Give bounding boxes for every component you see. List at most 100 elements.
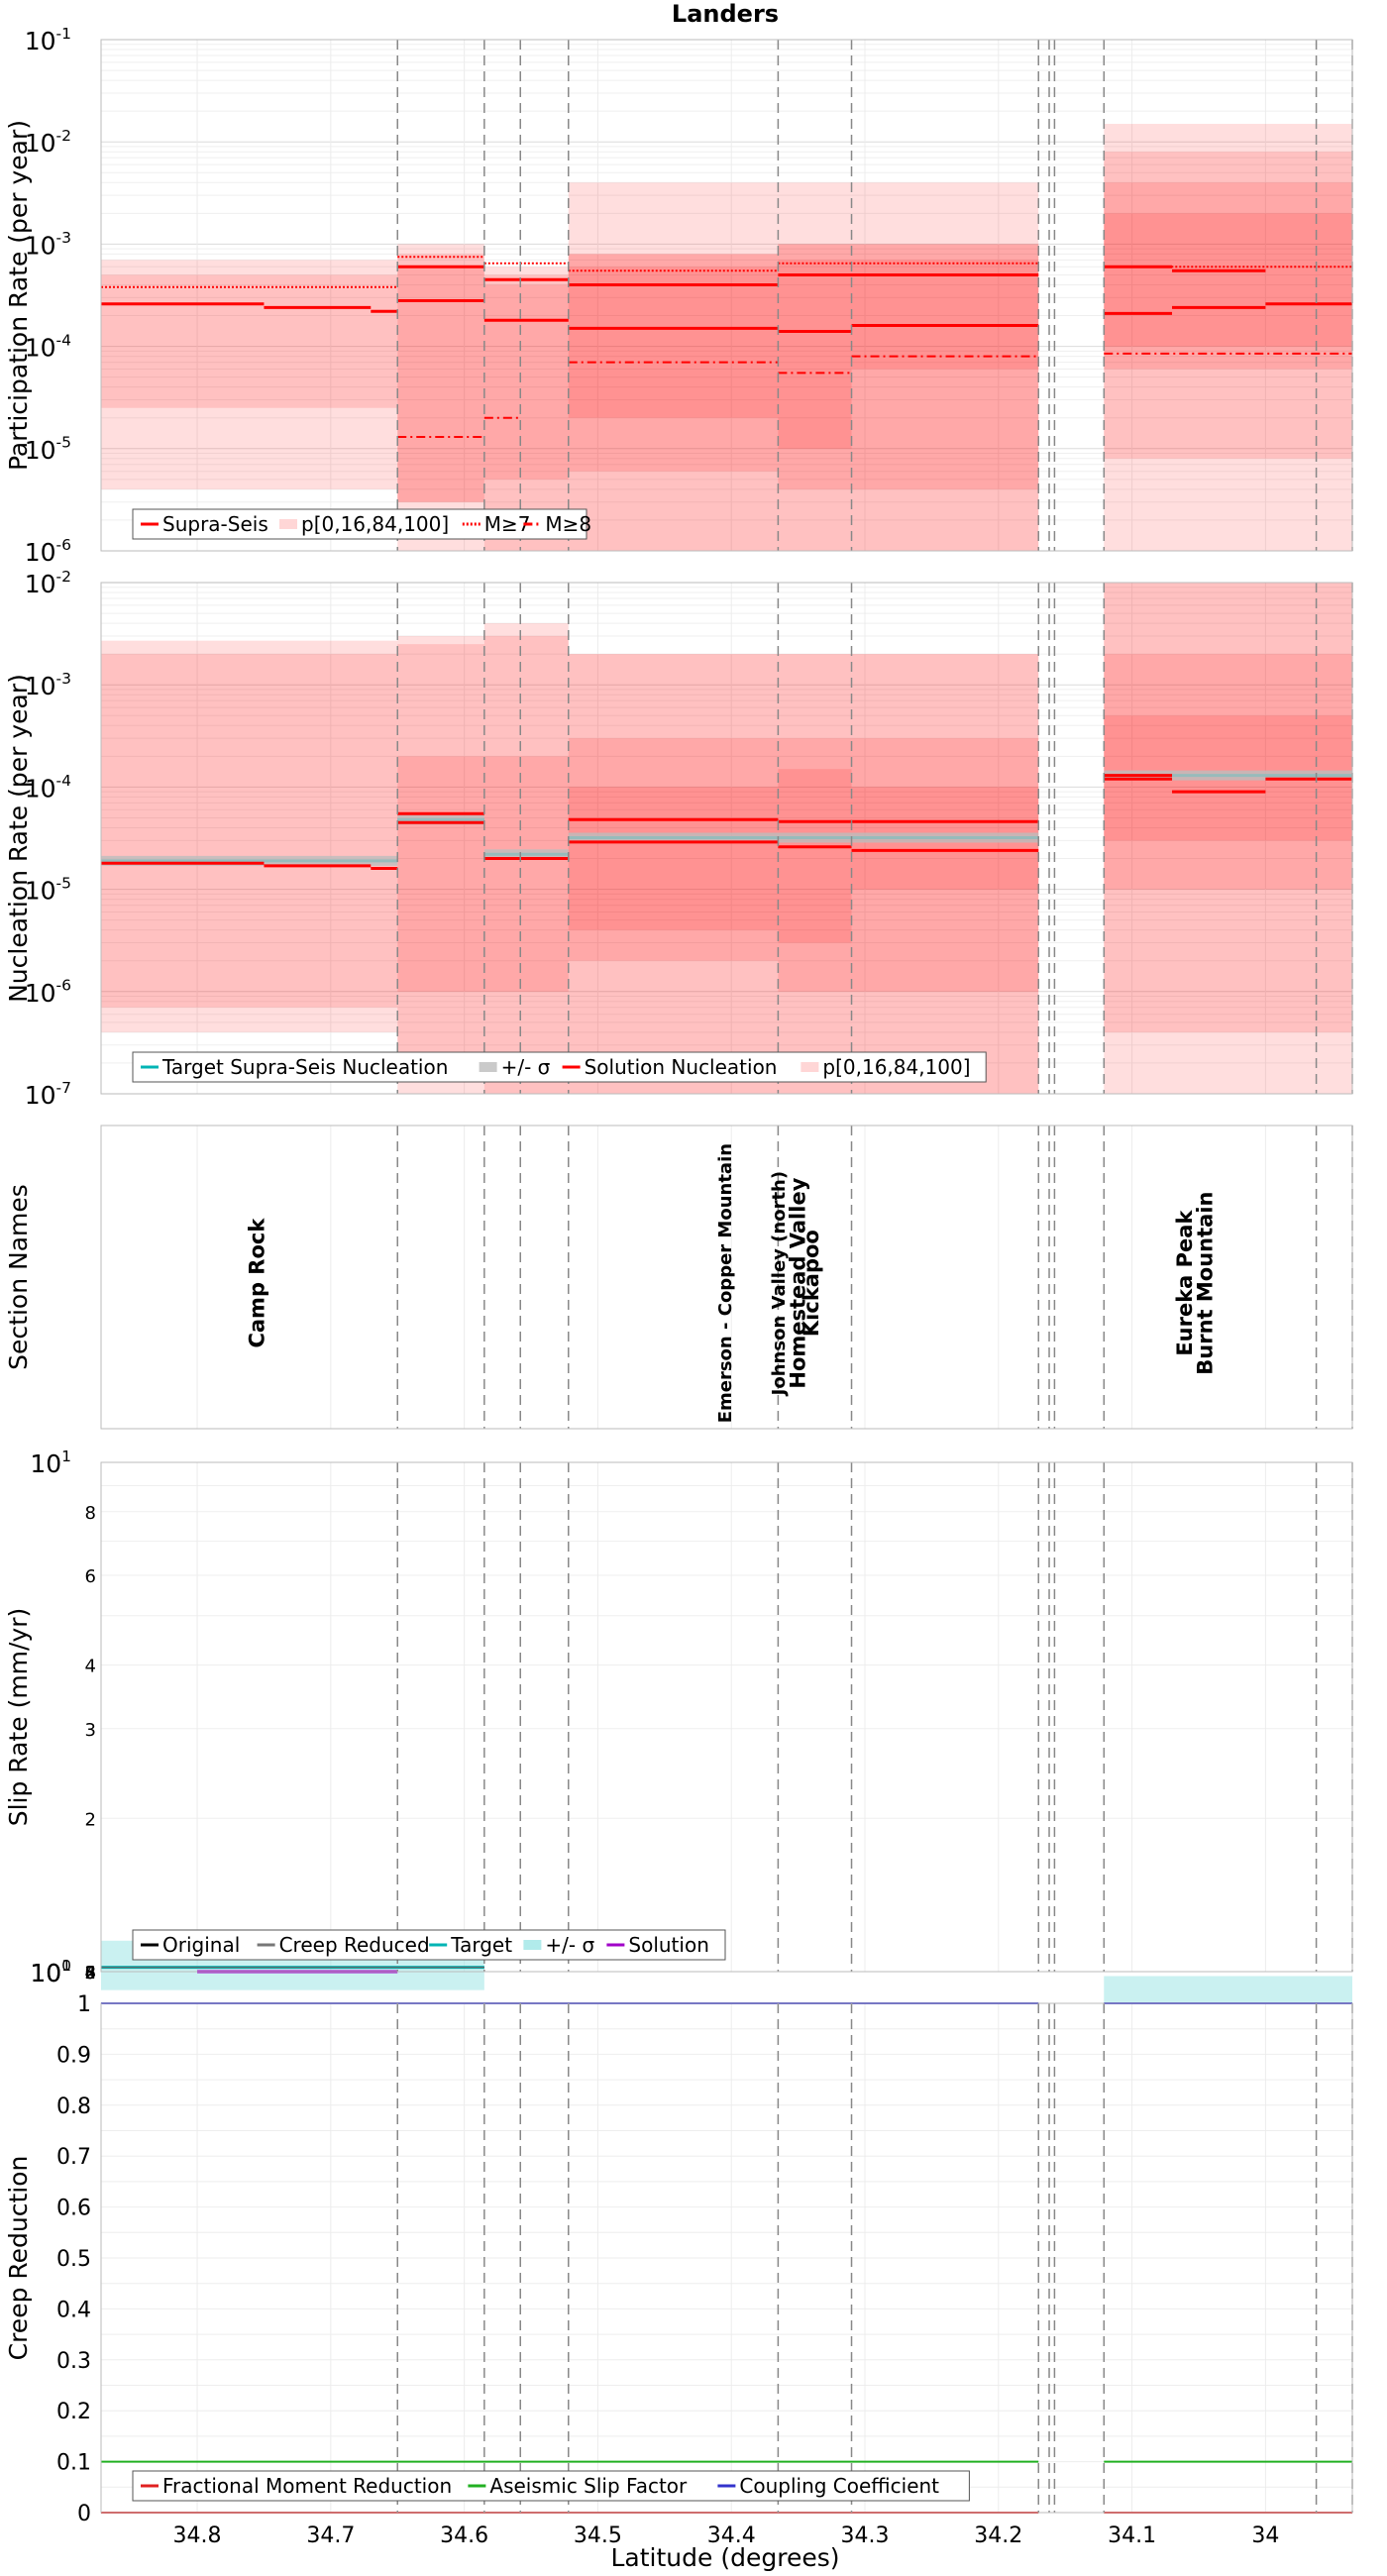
x-tick-label: 34.2 [974,2523,1022,2548]
y-tick-label: 0.9 [56,2043,91,2068]
legend: Original Creep Reduced Target +/- σ Solution [132,1929,726,1961]
legend-label: Target [450,1933,512,1957]
percentile-band [568,738,779,961]
panel-participation: 10-1 10-2 10-3 10-4 10-5 10-6 Participation Ra… [4,25,1353,567]
legend-label: Target Supra-Seis Nucleation [161,1055,448,1079]
y-minor-label: 4 [85,1657,96,1677]
section-name-label: Emerson - Copper Mountain [715,1143,736,1423]
legend-label: Creep Reduced [279,1933,430,1957]
legend-box [132,1929,726,1961]
legend-box [132,508,587,540]
percentile-band [568,182,1039,552]
section-name-label: Burnt Mountain [1193,1192,1217,1375]
percentile-band [778,244,1039,551]
y-tick-label: 0 [77,2502,91,2526]
y-tick-label: 10-2 [25,568,71,598]
percentile-band [568,254,779,551]
percentile-band [483,756,569,992]
x-tick-label: 34.3 [841,2523,890,2548]
y-tick-label: 101 [30,1957,71,1987]
section-name-label: Eureka Peak [1173,1210,1197,1356]
percentile-band [1104,583,1352,1094]
y-minor-label: 2 [85,1963,96,1984]
legend-swatch [479,1062,497,1072]
percentile-band [778,260,852,449]
percentile-band [568,654,1039,1094]
percentile-band [1104,124,1352,552]
legend-label: Supra-Seis [162,512,268,536]
y-minor-label: 6 [85,1963,96,1984]
legend-label: M≥8 [545,512,591,536]
percentile-band [778,769,852,943]
y-tick-label: 0.5 [56,2247,91,2272]
percentile-band [101,260,398,489]
percentile-band [568,267,779,418]
y-axis-label: Participation Rate (per year) [4,120,33,471]
y-axis-label: Slip Rate (mm/yr) [4,1608,33,1827]
percentile-band [397,635,484,1094]
legend-box [132,2470,970,2502]
percentile-band [101,654,398,1008]
y-minor-label: 3 [85,1720,96,1741]
percentile-band [1104,213,1352,347]
y-tick-label: 0.8 [56,2094,91,2119]
x-tick-label: 34.4 [707,2523,756,2548]
percentile-band [1104,583,1352,1032]
section-name-label: Camp Rock [245,1218,268,1348]
y-axis-label: Section Names [4,1184,33,1370]
y-minor-label: 6 [85,1566,96,1587]
y-tick-label: 10-6 [25,536,71,567]
y-tick-label: 0.2 [56,2400,91,2424]
legend-label: Solution Nucleation [585,1055,778,1079]
plot-frame [100,2002,1353,2514]
y-tick-label: 10-1 [25,25,71,55]
percentile-band [101,640,398,1032]
percentile-band [397,267,484,502]
plot-frame [100,1125,1353,1430]
panel-section-names: Section Names Camp Rock Emerson - Copper M… [4,1125,1353,1430]
legend-swatch [279,519,297,529]
y-axis-label: Creep Reduction [4,2156,33,2361]
y-tick-label: 0.7 [56,2145,91,2170]
plot-frame [100,582,1353,1095]
y-tick-label: 0.1 [56,2451,91,2476]
x-tick-label: 34.8 [173,2523,222,2548]
y-minor-label: 4 [85,1963,96,1984]
y-axis-label: Nucleation Rate (per year) [4,674,33,1003]
percentile-band [397,254,484,551]
panel-creep: 0 0.1 0.2 0.3 0.4 0.5 0.6 0.7 0.8 0.9 1 Creep Reduc… [4,1992,1353,2526]
percentile-band [483,274,569,480]
legend: Supra-Seis p[0,16,84,100] M≥7 M≥8 [132,508,591,540]
legend-label: Aseismic Slip Factor [489,2474,688,2498]
y-tick-label: 10-6 [25,977,71,1008]
legend-label: p[0,16,84,100] [301,512,449,536]
chart-title: Landers [672,0,779,28]
y-tick-label: 101 [30,1448,71,1478]
y-tick-label: 10-7 [25,1079,71,1110]
y-tick-label: 10-4 [25,772,71,803]
percentile-band [568,787,779,930]
percentile-band [568,654,1039,1094]
legend-label: Original [162,1933,240,1957]
legend-label: Coupling Coefficient [739,2474,939,2498]
panels-group: 10-1 10-2 10-3 10-4 10-5 10-6 Participation Ra… [4,25,1353,2548]
y-tick-label: 1 [77,1992,91,2017]
y-tick-label: 100 [30,1957,71,1987]
legend-label: p[0,16,84,100] [822,1055,970,1079]
percentile-band [397,244,484,502]
legend: Target Supra-Seis Nucleation +/- σ Solutio… [132,1051,987,1083]
y-tick-label: 10-2 [25,127,71,158]
y-minor-label: 8 [85,1503,96,1524]
legend-label: +/- σ [501,1055,551,1079]
y-tick-label: 10-3 [25,670,71,700]
x-tick-label: 34 [1251,2523,1279,2548]
y-tick-label: 10-4 [25,331,71,362]
legend-swatch [800,1062,819,1072]
percentile-band [101,274,398,408]
plot-frame [100,1461,1353,1973]
section-name-label: Johnson Valley (north) [769,1171,790,1397]
y-tick-label: 0.4 [56,2298,91,2322]
legend-swatch [523,1940,542,1950]
y-minor-label: 2 [85,1809,96,1830]
